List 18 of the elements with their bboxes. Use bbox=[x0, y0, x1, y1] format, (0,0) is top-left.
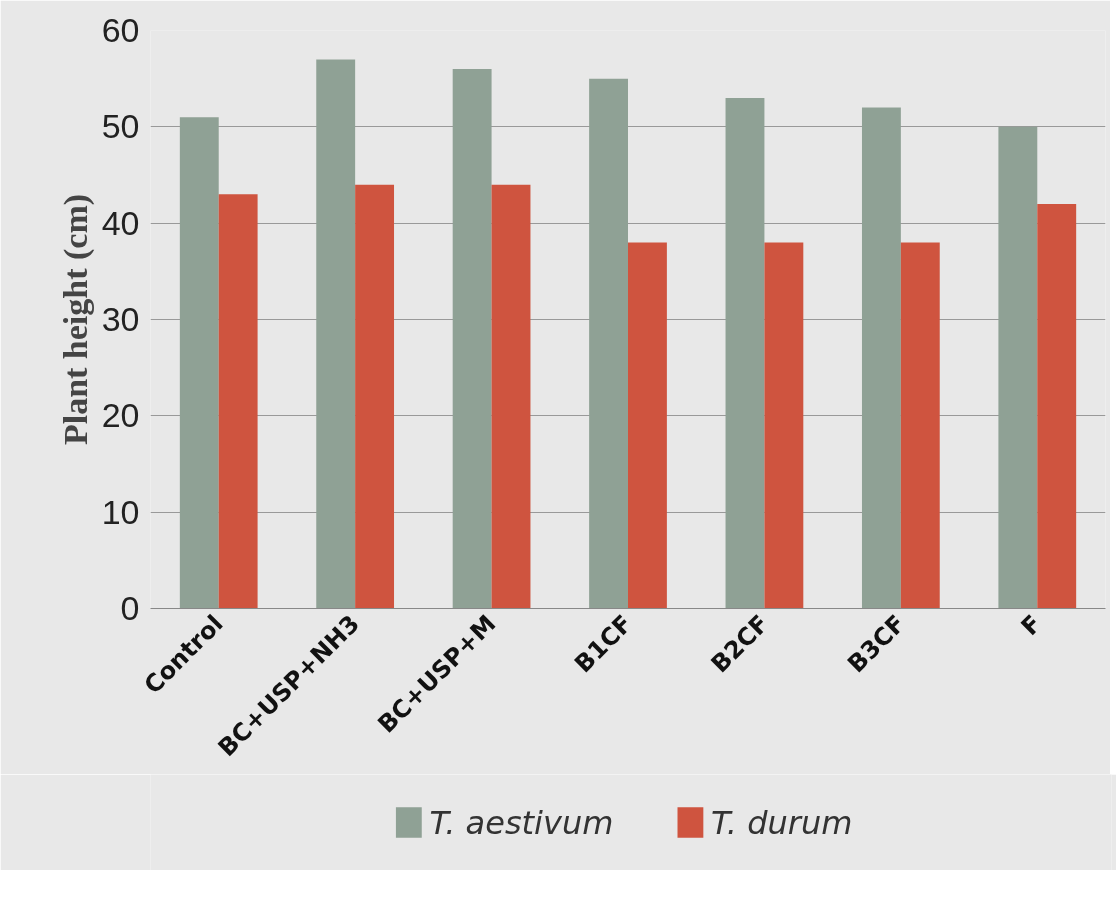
bar bbox=[900, 242, 940, 609]
y-tick-label: 40 bbox=[101, 203, 140, 242]
y-tick-label: 50 bbox=[101, 107, 140, 146]
bar bbox=[491, 184, 531, 609]
legend-label: T. aestivum bbox=[429, 803, 614, 842]
y-tick-label: 20 bbox=[101, 396, 140, 435]
bar bbox=[628, 242, 667, 609]
legend-label: T. durum bbox=[711, 803, 853, 842]
bar bbox=[1037, 203, 1077, 609]
y-tick-label: 60 bbox=[101, 11, 140, 49]
bar bbox=[764, 242, 804, 609]
y-tick-label: 30 bbox=[101, 300, 140, 338]
x-tick-label: F bbox=[1015, 609, 1048, 641]
bar bbox=[355, 184, 395, 609]
y-axis-title: Plant height (cm) bbox=[56, 193, 95, 446]
y-tick-label: 0 bbox=[120, 589, 140, 627]
bar bbox=[218, 194, 258, 609]
y-tick-label: 10 bbox=[101, 492, 140, 531]
